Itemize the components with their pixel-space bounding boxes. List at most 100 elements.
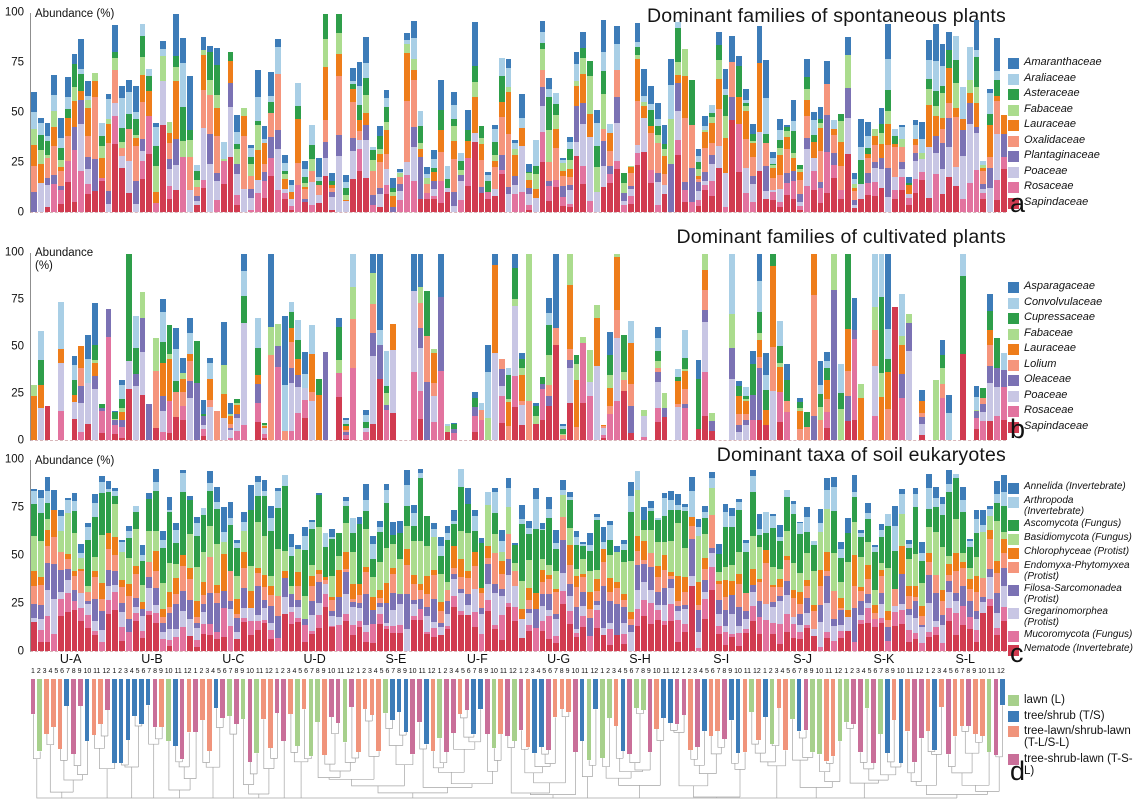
bar-segment — [119, 427, 125, 438]
leaf-slot — [240, 679, 246, 719]
leaf-slot — [959, 679, 965, 726]
bar-segment — [44, 491, 51, 504]
bar-segment — [973, 50, 980, 58]
stacked-bar — [71, 13, 78, 212]
bar-segment — [756, 582, 763, 602]
bar-segment — [1000, 420, 1007, 440]
stacked-bar — [987, 460, 993, 651]
bar-segment — [756, 601, 763, 618]
bar-segment — [580, 103, 587, 125]
bar-segment — [302, 535, 309, 551]
bar-segment — [417, 599, 424, 609]
bar-segment — [532, 423, 539, 440]
bar-segment — [715, 580, 722, 584]
replicate-label: 9 — [484, 668, 489, 675]
bar-segment — [831, 152, 837, 165]
stacked-bar — [146, 460, 153, 651]
legend-swatch — [1008, 328, 1019, 340]
bar-segment — [383, 122, 390, 130]
legend-swatch — [1008, 359, 1019, 371]
bar-segment — [31, 536, 37, 572]
bar-segment — [180, 419, 186, 440]
bar-segment — [309, 520, 315, 522]
bar-segment — [268, 531, 275, 577]
bar-segment — [641, 68, 648, 97]
replicate-group: 1 2 3 4 5 6 7 8 9 10 11 12 — [193, 666, 274, 677]
stacked-bar — [790, 460, 797, 651]
bar-segment — [417, 619, 424, 651]
replicate-label: 7 — [960, 668, 965, 675]
bar-segment — [695, 179, 702, 183]
bar-segment — [539, 523, 546, 530]
stacked-bar — [295, 460, 302, 651]
leaf-bar — [152, 679, 158, 728]
bar-segment — [620, 599, 627, 608]
bar-segment — [546, 180, 553, 187]
bar-segment — [227, 157, 234, 212]
replicate-label: 8 — [234, 668, 239, 675]
bar-segment — [871, 254, 878, 308]
bar-segment — [44, 503, 51, 520]
legend-swatch — [1008, 421, 1019, 433]
stacked-bar — [105, 13, 112, 212]
bar-segment — [756, 579, 763, 583]
stacked-bar — [119, 13, 125, 212]
bar-segment — [207, 400, 214, 408]
group-label: S-J — [793, 652, 812, 666]
bar-segment — [532, 528, 539, 593]
bar-segment — [939, 92, 946, 119]
stacked-bar — [953, 460, 960, 651]
stacked-bar — [546, 253, 553, 440]
stacked-bar — [519, 253, 526, 440]
bar-segment — [776, 154, 783, 175]
bar-segment — [926, 146, 932, 199]
bar-segment — [776, 525, 783, 538]
bar-segment — [749, 591, 756, 607]
stacked-bar — [532, 253, 539, 440]
bar-segment — [505, 487, 512, 508]
bar-segment — [329, 538, 336, 576]
bar-segment — [397, 168, 403, 172]
bar-segment — [478, 193, 485, 212]
bar-segment — [654, 361, 661, 368]
bar-segment — [553, 636, 559, 643]
bar-segment — [85, 193, 92, 212]
bar-segment — [71, 53, 78, 64]
stacked-bar — [44, 460, 51, 651]
bar-segment — [661, 156, 668, 174]
leaf-slot — [620, 679, 626, 751]
bar-segment — [485, 172, 492, 176]
panel-a-legend: Amaranthaceae Araliaceae Asteraceae Fabacea… — [1008, 56, 1134, 212]
bar-segment — [349, 179, 356, 212]
bar-segment — [715, 633, 722, 651]
stacked-bar — [559, 253, 566, 440]
bar-segment — [668, 118, 675, 164]
bar-segment — [363, 566, 370, 573]
bar-segment — [261, 619, 268, 624]
bar-segment — [281, 163, 288, 171]
replicate-label: 3 — [693, 668, 698, 675]
bar-segment — [804, 426, 810, 440]
bar-segment — [668, 588, 675, 605]
stacked-bar — [315, 460, 322, 651]
bar-segment — [363, 113, 370, 126]
bar-segment — [682, 189, 688, 202]
leaf-slot — [559, 679, 565, 709]
bar-segment — [682, 591, 688, 606]
bar-segment — [370, 535, 376, 545]
bar-segment — [431, 575, 437, 600]
bar-segment — [105, 492, 112, 533]
bar-segment — [790, 158, 797, 171]
stacked-bar — [627, 253, 634, 440]
stacked-bar — [281, 460, 288, 651]
bar-segment — [417, 254, 424, 288]
bar-segment — [546, 298, 553, 313]
bar-segment — [302, 160, 309, 169]
bar-segment — [722, 631, 729, 646]
leaf-slot — [464, 679, 470, 710]
bar-segment — [180, 626, 186, 651]
bar-segment — [342, 522, 349, 553]
bar-segment — [553, 570, 559, 589]
bar-segment — [878, 570, 885, 577]
stacked-bar — [607, 13, 614, 212]
